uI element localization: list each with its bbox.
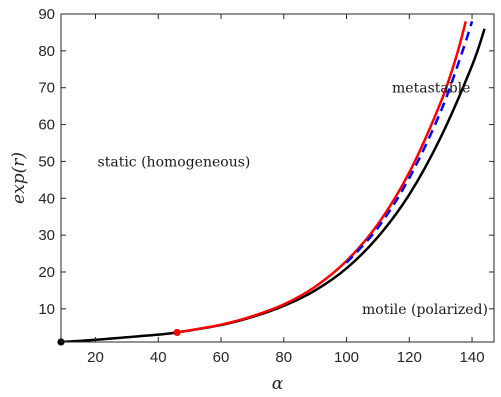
annotations-layer: static (homogeneous) metastable motile (po… [98,81,488,318]
y-tick-label: 40 [38,190,55,207]
region-label: motile (polarized) [362,302,488,318]
black-boundary-curve [61,29,485,342]
y-tick-label: 20 [38,264,55,281]
x-tick-label: 80 [275,349,292,366]
y-tick-label: 90 [38,6,55,23]
x-tick-label: 140 [460,349,485,366]
curves-layer [61,21,485,342]
curve-endpoint-marker [173,329,180,336]
x-axis-label: α [272,374,284,394]
blue-dashed-curve [347,21,473,262]
y-tick-label: 60 [38,117,55,134]
plot-frame [61,14,494,342]
x-tick-label: 120 [397,349,422,366]
y-tick-label: 70 [38,80,55,97]
y-tick-label: 30 [38,227,55,244]
y-tick-label: 80 [38,43,55,60]
y-axis-label: exp(r) [9,152,29,204]
x-tick-label: 100 [334,349,359,366]
region-label: metastable [392,81,470,97]
region-label: static (homogeneous) [98,154,251,170]
x-tick-label: 60 [213,349,230,366]
y-tick-label: 50 [38,153,55,170]
x-tick-label: 40 [150,349,167,366]
y-tick-label: 10 [38,301,55,318]
x-tick-label: 20 [87,349,104,366]
